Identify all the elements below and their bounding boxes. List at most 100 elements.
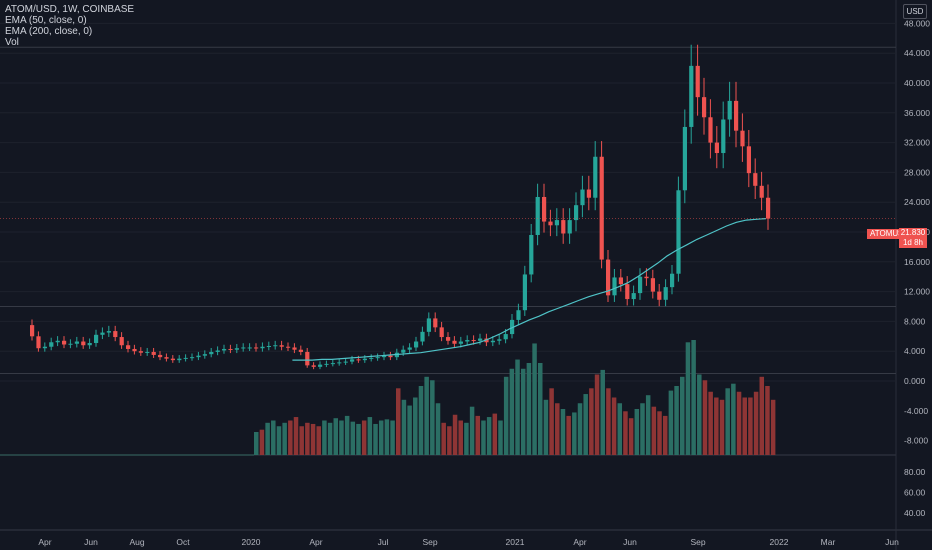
candle (414, 341, 419, 348)
candle (81, 341, 86, 346)
volume-bar (583, 394, 588, 455)
volume-bar (333, 418, 339, 455)
volume-bar (373, 423, 378, 455)
candle (190, 357, 195, 359)
volume-bar (674, 386, 679, 455)
candle (580, 189, 585, 206)
candle (36, 336, 41, 349)
currency-button[interactable]: USD (903, 4, 927, 19)
candle (606, 259, 611, 296)
candle (375, 357, 380, 359)
price-tick-label: 16.000 (904, 257, 930, 267)
candle (177, 358, 182, 361)
volume-bar (469, 406, 475, 455)
time-tick-label: Jul (378, 537, 389, 547)
volume-bar (549, 388, 554, 455)
volume-bar (350, 421, 356, 455)
time-tick-label: Aug (129, 537, 144, 547)
candle (478, 338, 483, 341)
candle (292, 347, 297, 350)
volume-bar (435, 403, 441, 455)
volume-bar (418, 386, 424, 455)
candle (401, 349, 406, 353)
volume-bar (407, 405, 412, 455)
candle (657, 291, 662, 300)
candle (676, 190, 681, 274)
candle (382, 355, 387, 358)
candle (196, 355, 201, 358)
volume-bar (770, 399, 776, 455)
candle (471, 340, 476, 342)
time-tick-label: 2020 (242, 537, 261, 547)
candle (567, 220, 572, 234)
candle (138, 351, 143, 353)
time-tick-label: Sep (422, 537, 437, 547)
candle (510, 319, 515, 335)
price-tick-label: -4.000 (904, 406, 928, 416)
candle (362, 358, 367, 361)
candle (407, 347, 412, 350)
candle (734, 100, 739, 131)
volume-bar (401, 399, 407, 455)
candle (689, 65, 694, 127)
candle (548, 221, 553, 226)
candle (247, 347, 252, 349)
price-tick-label: 0.000 (904, 376, 926, 386)
candle (298, 349, 303, 352)
bar-countdown: 1d 8h (902, 238, 924, 247)
candle (228, 348, 233, 350)
candle (682, 126, 687, 191)
candle (350, 359, 355, 362)
volume-bar (742, 397, 747, 455)
time-tick-label: Apr (309, 537, 322, 547)
volume-bar (759, 376, 765, 455)
volume-bar (645, 395, 651, 455)
volume-bar (617, 403, 623, 455)
candle (273, 345, 278, 347)
candle (324, 363, 329, 365)
candle (343, 361, 348, 363)
candle (631, 293, 636, 300)
candle (490, 340, 495, 343)
candle (74, 341, 79, 344)
candle (452, 340, 457, 344)
candle (714, 142, 719, 154)
volume-bar (589, 388, 594, 455)
osc-tick-label: 60.00 (904, 488, 926, 498)
candle (49, 342, 54, 347)
volume-bar (714, 397, 719, 455)
candle (746, 146, 751, 174)
candle (286, 346, 291, 348)
candle (62, 340, 67, 345)
volume-bar (725, 388, 730, 455)
time-tick-label: Jun (623, 537, 637, 547)
volume-bar (600, 369, 605, 455)
volume-bar (651, 406, 657, 455)
volume-bar (282, 422, 287, 455)
candle (164, 357, 169, 359)
candle (554, 220, 559, 226)
volume-bar (458, 420, 463, 455)
price-tick-label: 4.000 (904, 346, 926, 356)
time-tick-label: 2021 (506, 537, 525, 547)
candle (650, 278, 655, 292)
candle (458, 341, 463, 344)
candle (305, 351, 310, 366)
volume-bar (475, 415, 481, 455)
volume-bar (361, 420, 367, 455)
volume-bar (367, 417, 373, 455)
volume-bar (481, 420, 486, 455)
volume-bar (753, 391, 759, 455)
candle (497, 339, 502, 341)
candle (561, 220, 566, 234)
volume-bar (691, 340, 696, 455)
candle (593, 156, 598, 198)
volume-bar (288, 420, 293, 455)
candle (241, 347, 246, 349)
volume-bar (299, 426, 304, 455)
last-price-value: 21.830 (900, 228, 926, 237)
candle (202, 354, 207, 356)
volume-bar (509, 368, 515, 455)
volume-bar (356, 423, 361, 455)
